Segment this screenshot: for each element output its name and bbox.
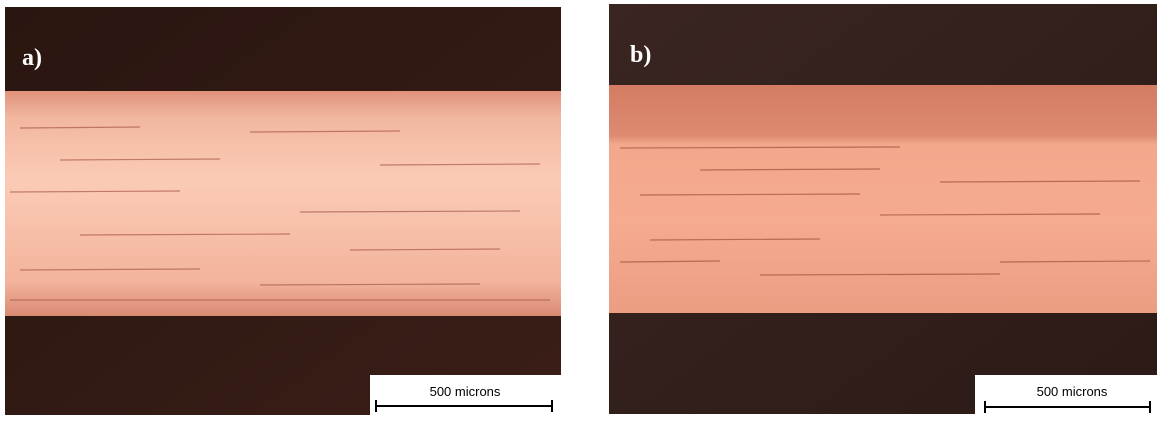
panel-a: a) 500 microns [5,7,561,415]
page: a) 500 microns b) 500 microns (() => { c… [0,0,1163,421]
copper-band [609,85,1157,313]
panel-label: b) [630,42,651,68]
scale-bar-label: 500 microns [430,384,501,399]
figure: a) 500 microns b) 500 microns [0,0,1163,421]
copper-band [5,91,561,316]
panel-label: a) [22,45,42,71]
scale-bar-label: 500 microns [1037,384,1108,399]
panel-b: b) 500 microns [609,4,1157,414]
